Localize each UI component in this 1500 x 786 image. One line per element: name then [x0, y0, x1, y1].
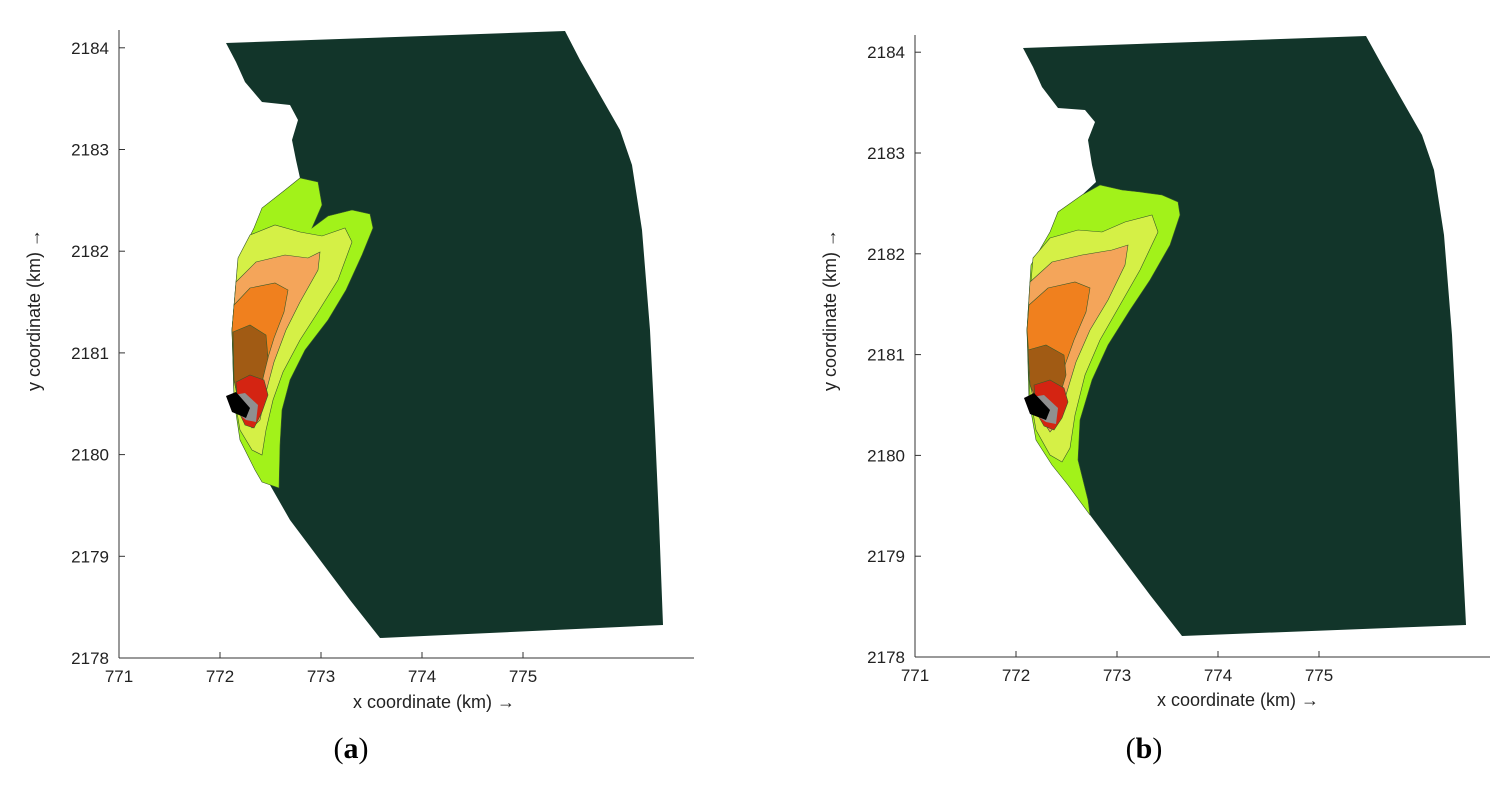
y-tick-label-a-3: 2181 — [71, 344, 109, 363]
y-tick-label-b-3: 2181 — [867, 346, 905, 365]
x-tick-label-a-2: 773 — [307, 667, 335, 686]
domain-background-b — [1023, 36, 1466, 636]
y-tick-label-a-4: 2182 — [71, 242, 109, 261]
plume-black-a — [226, 392, 250, 418]
axes-b — [914, 35, 1490, 658]
x-tick-label-b-3: 774 — [1204, 666, 1232, 685]
x-tick-label-a-4: 775 — [509, 667, 537, 686]
y-tick-label-a-1: 2179 — [71, 547, 109, 566]
x-ticks-a: 771 772 773 774 775 — [105, 652, 537, 686]
y-tick-label-a-6: 2184 — [71, 39, 109, 58]
x-tick-label-a-0: 771 — [105, 667, 133, 686]
panel-letter-a: a — [344, 732, 359, 765]
panel-b: 771 772 773 774 775 2178 2179 2180 2181 2182 2183… — [820, 35, 1490, 765]
x-axis-label-a: x coordinate (km) → — [353, 692, 515, 712]
x-tick-label-b-0: 771 — [901, 666, 929, 685]
panel-label-a: (a) — [334, 732, 369, 765]
y-tick-label-b-5: 2183 — [867, 144, 905, 163]
y-ticks-b: 2178 2179 2180 2181 2182 2183 2184 — [867, 43, 921, 667]
y-tick-label-b-6: 2184 — [867, 43, 905, 62]
y-tick-label-b-0: 2178 — [867, 648, 905, 667]
y-axis-label-b: y coordinate (km) → — [820, 229, 840, 391]
axes-a — [118, 30, 694, 659]
panel-a: 771 772 773 774 775 2178 2179 2180 2181 2182 2183… — [24, 30, 694, 765]
plume-black-b — [1024, 393, 1050, 420]
y-ticks-a: 2178 2179 2180 2181 2182 2183 2184 — [71, 39, 125, 668]
x-tick-label-a-1: 772 — [206, 667, 234, 686]
y-tick-label-a-0: 2178 — [71, 649, 109, 668]
y-axis-label-a: y coordinate (km) → — [24, 229, 44, 391]
x-tick-label-b-2: 773 — [1103, 666, 1131, 685]
x-ticks-b: 771 772 773 774 775 — [901, 651, 1333, 685]
contour-domain-b — [1023, 36, 1466, 636]
contour-domain-a — [226, 31, 663, 638]
y-tick-label-b-1: 2179 — [867, 547, 905, 566]
y-tick-label-b-4: 2182 — [867, 245, 905, 264]
x-tick-label-a-3: 774 — [408, 667, 436, 686]
y-tick-label-a-5: 2183 — [71, 141, 109, 160]
domain-background-a — [226, 31, 663, 638]
x-tick-label-b-4: 775 — [1305, 666, 1333, 685]
x-axis-label-b: x coordinate (km) → — [1157, 690, 1319, 710]
panel-letter-b: b — [1136, 732, 1153, 765]
x-tick-label-b-1: 772 — [1002, 666, 1030, 685]
panel-label-b: (b) — [1126, 732, 1163, 765]
y-tick-label-a-2: 2180 — [71, 446, 109, 465]
y-tick-label-b-2: 2180 — [867, 446, 905, 465]
